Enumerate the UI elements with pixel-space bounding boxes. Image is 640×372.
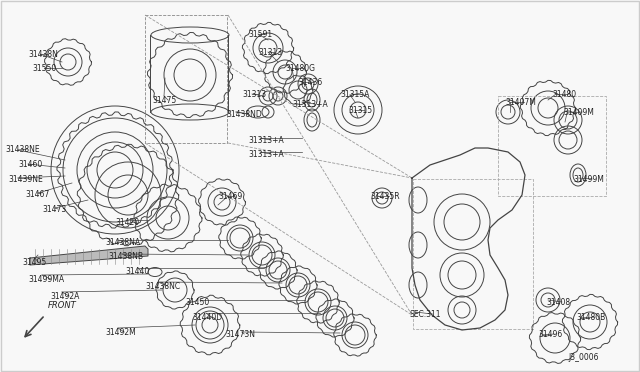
Text: 31496: 31496: [538, 330, 563, 339]
Polygon shape: [30, 246, 148, 265]
Text: 31315A: 31315A: [340, 90, 369, 99]
Text: 31480B: 31480B: [576, 313, 605, 322]
Text: 31313+A: 31313+A: [292, 100, 328, 109]
Text: 31438ND: 31438ND: [226, 110, 262, 119]
Bar: [413, 179, 533, 329]
Text: 31435R: 31435R: [370, 192, 399, 201]
Text: 31407M: 31407M: [505, 98, 536, 107]
Text: 31460: 31460: [18, 160, 42, 169]
Text: 31591: 31591: [248, 30, 272, 39]
Text: 31313+A: 31313+A: [248, 150, 284, 159]
Bar: [498, 96, 606, 196]
Text: 31492A: 31492A: [50, 292, 79, 301]
Text: 31440: 31440: [125, 267, 149, 276]
Text: 31436: 31436: [298, 78, 323, 87]
Text: 31499M: 31499M: [573, 175, 604, 184]
Text: 31408: 31408: [546, 298, 570, 307]
Text: 31480G: 31480G: [285, 64, 315, 73]
Text: 31439NE: 31439NE: [8, 175, 43, 184]
Bar: [145, 15, 227, 143]
Text: 31438NB: 31438NB: [108, 252, 143, 261]
Text: 31495: 31495: [22, 258, 46, 267]
Text: 31440D: 31440D: [192, 313, 222, 322]
Text: 31313: 31313: [242, 90, 266, 99]
Text: 31409M: 31409M: [563, 108, 594, 117]
Text: 31438N: 31438N: [28, 50, 58, 59]
Text: 31315: 31315: [348, 106, 372, 115]
Text: 31473: 31473: [42, 205, 67, 214]
Text: 31438NC: 31438NC: [145, 282, 180, 291]
Text: 31438NA: 31438NA: [105, 238, 140, 247]
Text: 31475: 31475: [152, 96, 176, 105]
Text: 31473N: 31473N: [225, 330, 255, 339]
Text: 31438NE: 31438NE: [5, 145, 40, 154]
Text: 31480: 31480: [552, 90, 576, 99]
Text: J3_0006: J3_0006: [568, 353, 598, 362]
Text: 31469: 31469: [218, 192, 243, 201]
Text: 31313: 31313: [258, 48, 282, 57]
Text: SEC.311: SEC.311: [410, 310, 442, 319]
Text: 31467: 31467: [25, 190, 49, 199]
Text: 31492M: 31492M: [105, 328, 136, 337]
Text: 31499MA: 31499MA: [28, 275, 64, 284]
Text: 31420: 31420: [115, 218, 139, 227]
Text: 31450: 31450: [185, 298, 209, 307]
Text: 31313+A: 31313+A: [248, 136, 284, 145]
Text: 31550: 31550: [32, 64, 56, 73]
Text: FRONT: FRONT: [48, 301, 77, 310]
